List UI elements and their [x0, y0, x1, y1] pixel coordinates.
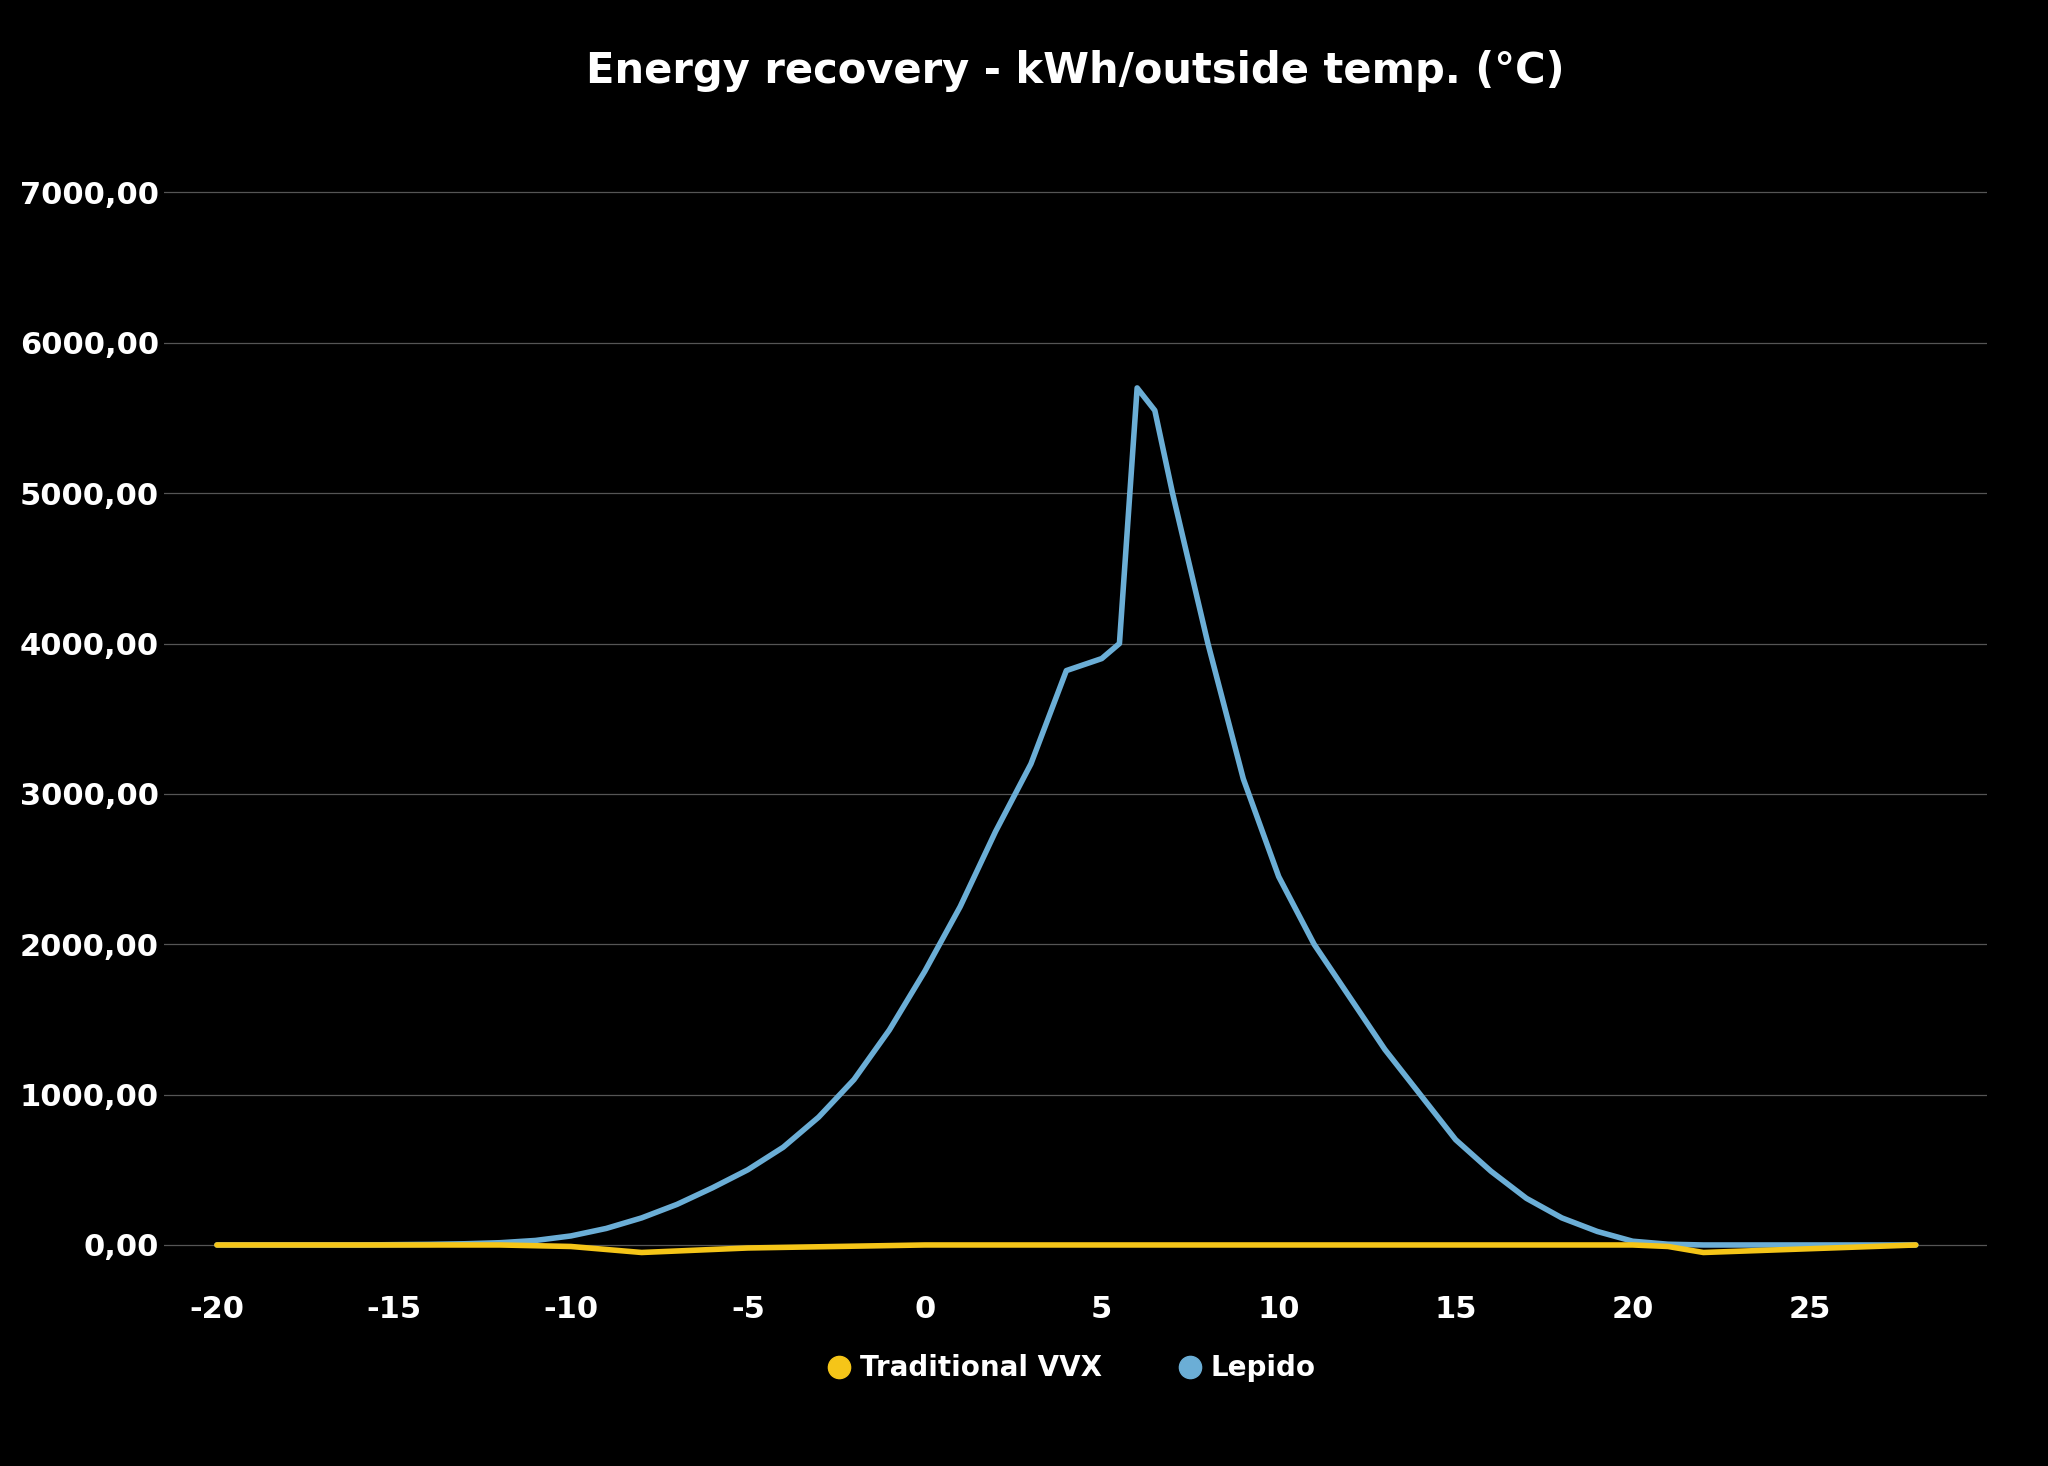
Traditional VVX: [594, 1240, 618, 1258]
Traditional VVX: [735, 1239, 760, 1256]
Traditional VVX: [1903, 1236, 1927, 1253]
Title: Energy recovery - kWh/outside temp. (°C): Energy recovery - kWh/outside temp. (°C): [586, 50, 1565, 91]
Traditional VVX: [1620, 1236, 1645, 1253]
Lepido: [770, 1139, 795, 1157]
Lepido: [1124, 380, 1149, 397]
Traditional VVX: [629, 1243, 653, 1261]
Lepido: [1868, 1236, 1892, 1253]
Traditional VVX: [666, 1242, 690, 1259]
Lepido: [594, 1220, 618, 1237]
Traditional VVX: [487, 1236, 512, 1253]
Lepido: [205, 1236, 229, 1253]
Lepido: [1903, 1236, 1927, 1253]
Lepido: [1337, 988, 1362, 1006]
Traditional VVX: [1692, 1243, 1716, 1261]
Traditional VVX: [1444, 1236, 1468, 1253]
Line: Lepido: Lepido: [217, 388, 1915, 1245]
Traditional VVX: [1090, 1236, 1114, 1253]
Lepido: [1444, 1130, 1468, 1148]
Traditional VVX: [700, 1240, 725, 1258]
Traditional VVX: [1266, 1236, 1290, 1253]
Traditional VVX: [1655, 1237, 1679, 1255]
Traditional VVX: [913, 1236, 938, 1253]
Traditional VVX: [205, 1236, 229, 1253]
Legend: Traditional VVX, Lepido: Traditional VVX, Lepido: [823, 1343, 1327, 1394]
Line: Traditional VVX: Traditional VVX: [217, 1245, 1915, 1252]
Traditional VVX: [381, 1236, 406, 1253]
Lepido: [735, 1161, 760, 1179]
Traditional VVX: [559, 1237, 584, 1255]
